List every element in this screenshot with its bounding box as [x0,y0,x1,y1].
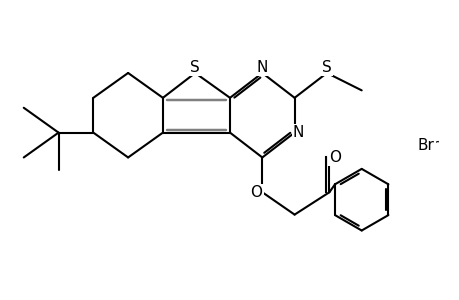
Text: N: N [292,125,303,140]
Text: Br: Br [417,137,434,152]
Text: S: S [190,59,200,74]
Text: S: S [321,59,331,74]
Text: O: O [329,150,341,165]
Text: Br: Br [422,137,439,152]
Text: N: N [256,59,268,74]
Text: O: O [250,185,262,200]
